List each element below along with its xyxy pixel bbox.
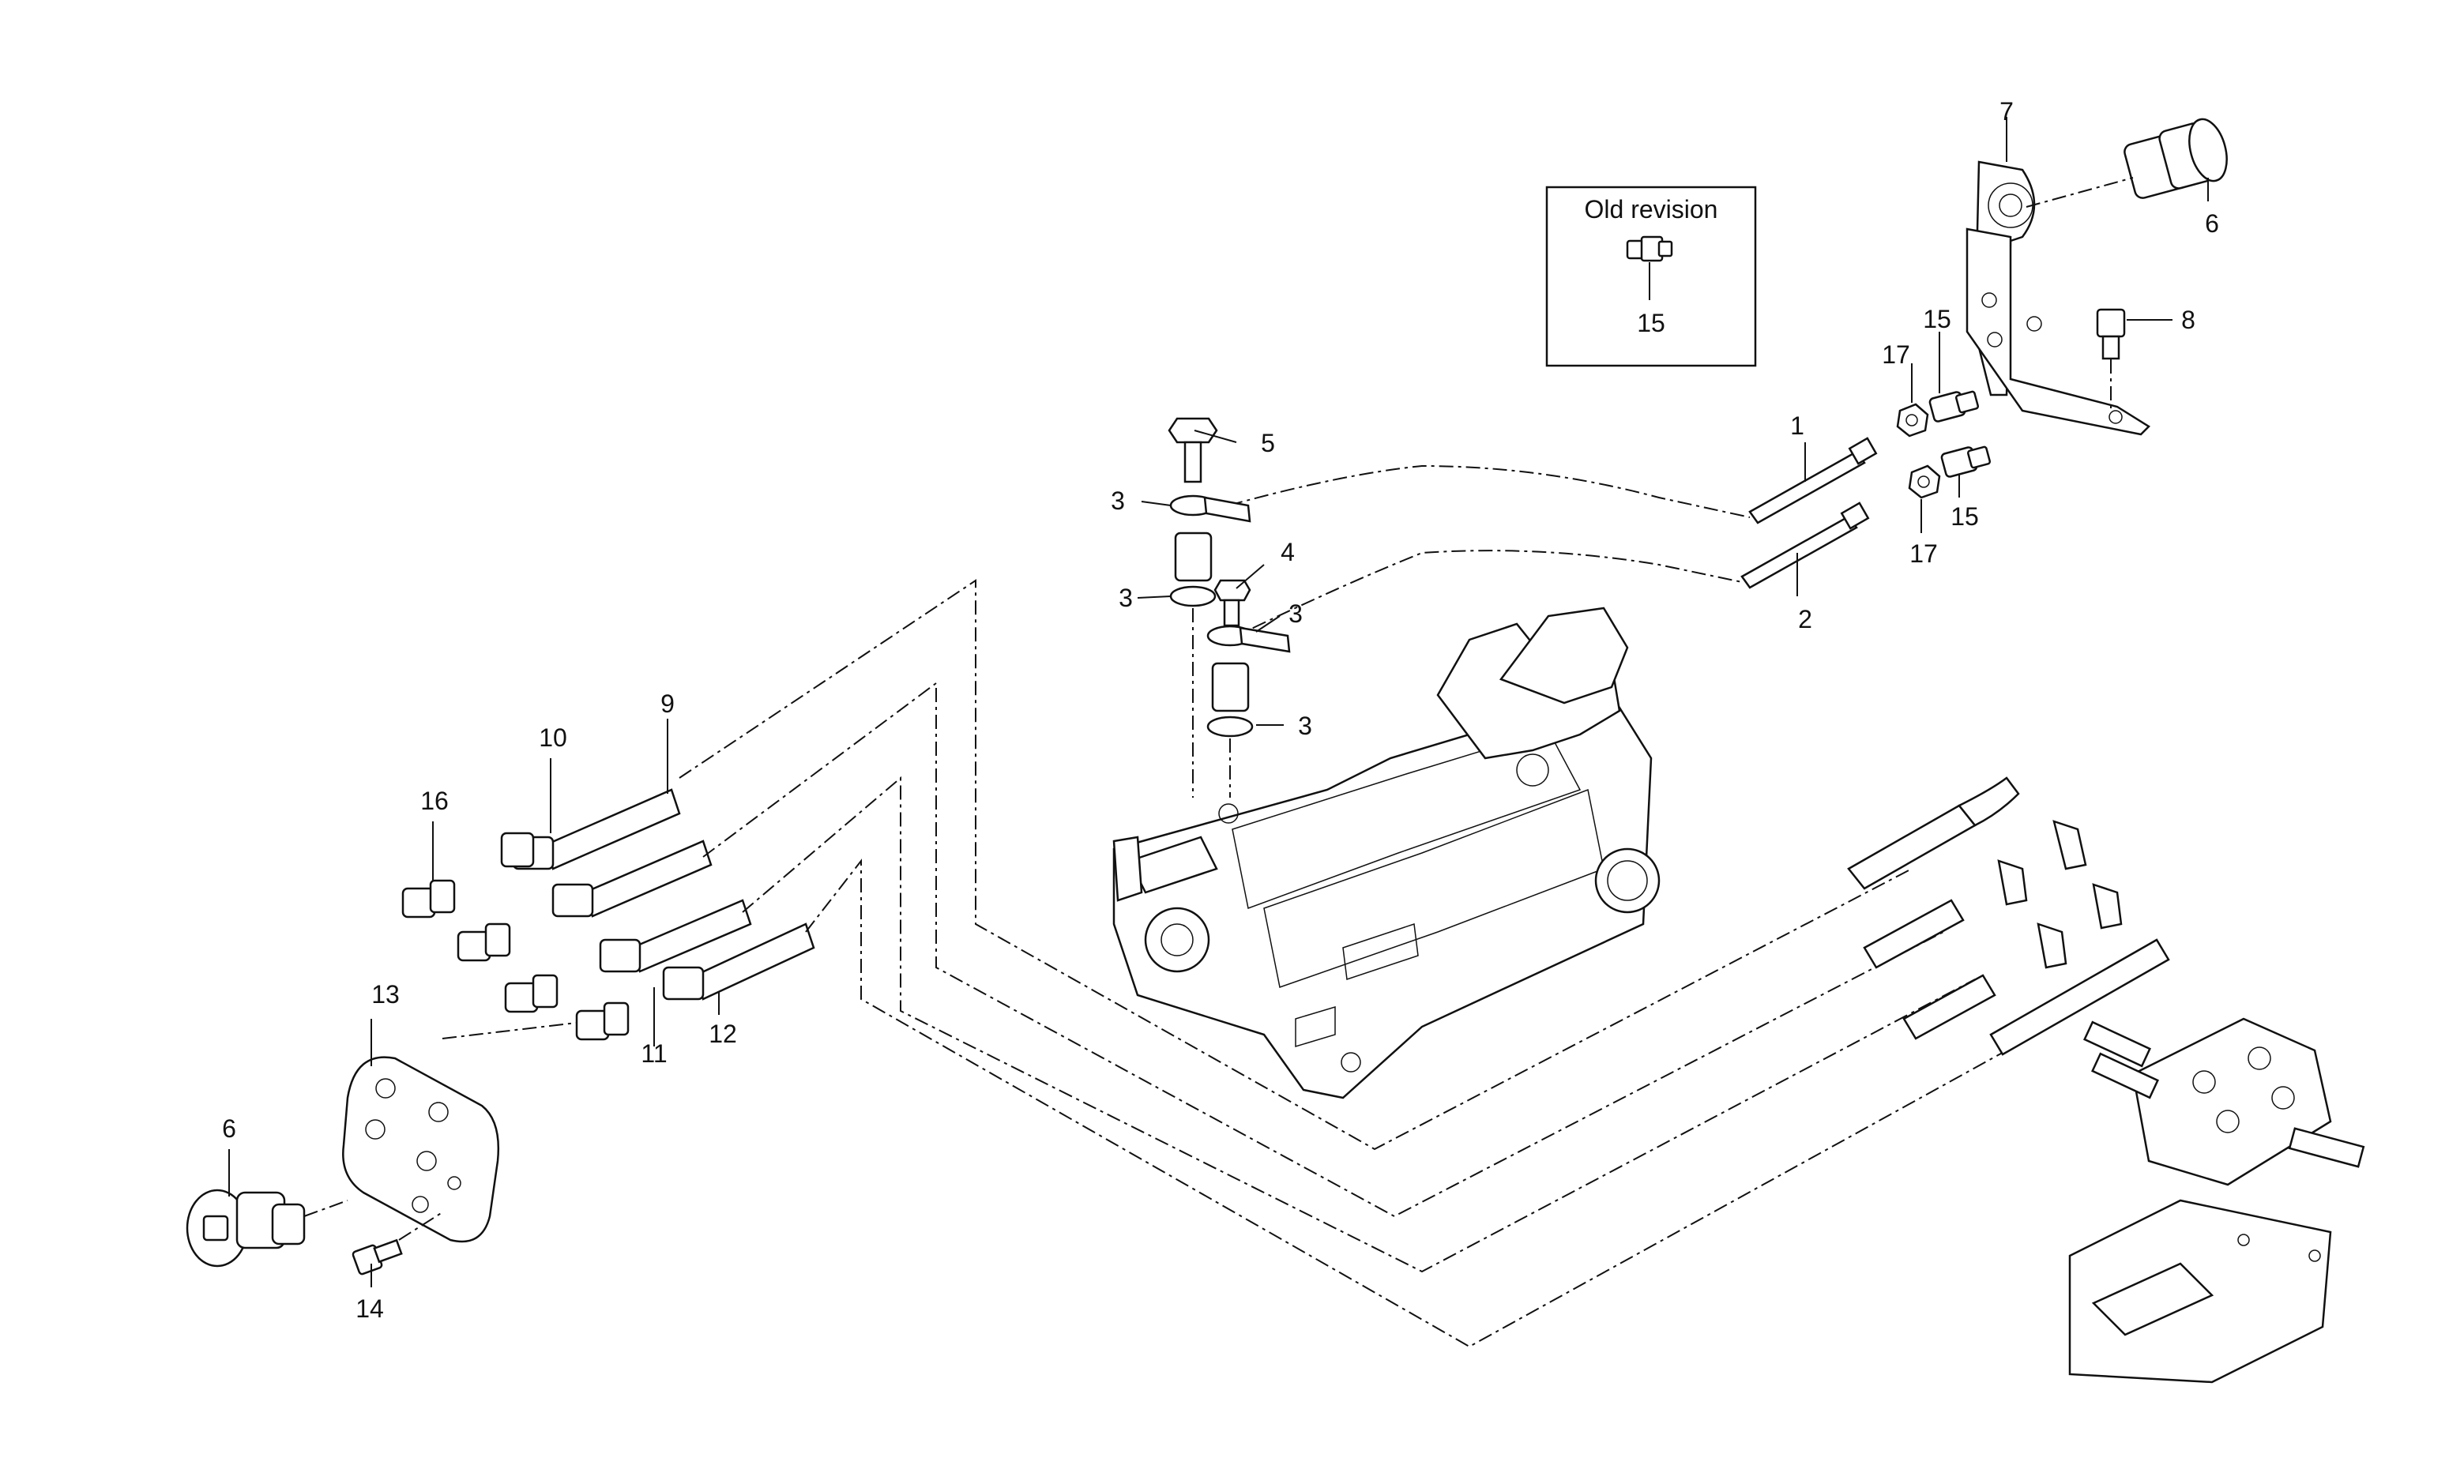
callout-12: 12: [709, 1020, 737, 1048]
callout-17-lower: 17: [1909, 539, 1938, 568]
nut-17-upper: [1896, 403, 1929, 438]
bolt-5: [1168, 417, 1218, 483]
banjo-spacer-upper: [1174, 532, 1213, 582]
banjo-spacer-lower: [1211, 662, 1250, 712]
callout-1: 1: [1790, 411, 1804, 440]
pipe-2: [1740, 502, 1870, 589]
elbow-fittings: [1997, 820, 2123, 969]
callout-2: 2: [1798, 605, 1812, 633]
right-hose-lower: [1902, 938, 2170, 1056]
fitting-16-c: [504, 974, 559, 1013]
callout-4: 4: [1281, 538, 1295, 566]
hose-9: [512, 788, 681, 870]
lift-cover-housing: [1112, 607, 1661, 1099]
o-ring-3d: [1206, 716, 1254, 738]
callout-3a: 3: [1111, 487, 1125, 515]
callout-7: 7: [1999, 97, 2014, 126]
fitting-15-lower: [1940, 445, 1992, 478]
old-revision-box: Old revision 15: [1545, 186, 1757, 367]
banjo-arm-upper: [1203, 496, 1251, 523]
bolt-4: [1213, 579, 1251, 627]
callout-11: 11: [641, 1039, 667, 1068]
fitting-15-upper: [1928, 390, 1980, 423]
plate-13: [342, 1056, 499, 1243]
callout-16: 16: [420, 787, 449, 815]
callout-17-upper: 17: [1882, 340, 1910, 369]
valve-bracket: [2068, 1199, 2332, 1384]
callout-15-lower: 15: [1951, 502, 1979, 531]
fitting-16-a: [401, 879, 456, 919]
hose-12: [662, 922, 815, 1001]
o-ring-3b: [1169, 585, 1217, 607]
callout-9: 9: [660, 689, 675, 718]
bolt-8: [2096, 308, 2126, 360]
nut-17-lower: [1908, 464, 1941, 499]
callout-3c: 3: [1288, 599, 1303, 628]
callout-3d: 3: [1298, 712, 1312, 740]
old-revision-title: Old revision: [1585, 195, 1718, 224]
quick-coupler-upper: [2124, 118, 2228, 199]
hose-10-fitting: [500, 832, 535, 868]
callout-6-lower: 6: [222, 1114, 236, 1143]
callout-14: 14: [355, 1294, 384, 1323]
callout-3b: 3: [1119, 584, 1133, 612]
right-hose-upper: [1847, 776, 2020, 890]
callout-8: 8: [2181, 306, 2195, 334]
bolt-14: [352, 1238, 403, 1275]
callout-5: 5: [1261, 429, 1275, 457]
control-valve: [2083, 1017, 2365, 1186]
hose-11: [551, 840, 713, 918]
quick-coupler-lower: [186, 1189, 306, 1268]
old-revision-part-number: 15: [1637, 309, 1665, 337]
right-hose-middle: [1863, 899, 1965, 969]
callout-15-upper: 15: [1923, 305, 1951, 333]
fitting-16-b: [457, 922, 511, 962]
hose-11b: [599, 899, 752, 973]
upper-bracket: [1966, 160, 2150, 436]
old-revision-fitting: [1626, 235, 1673, 262]
banjo-arm-lower: [1239, 626, 1291, 653]
callout-13: 13: [371, 980, 400, 1009]
callout-10: 10: [539, 723, 567, 752]
callout-6-upper: 6: [2205, 209, 2219, 238]
pipe-1: [1748, 437, 1878, 524]
fitting-16-d: [575, 1001, 630, 1041]
